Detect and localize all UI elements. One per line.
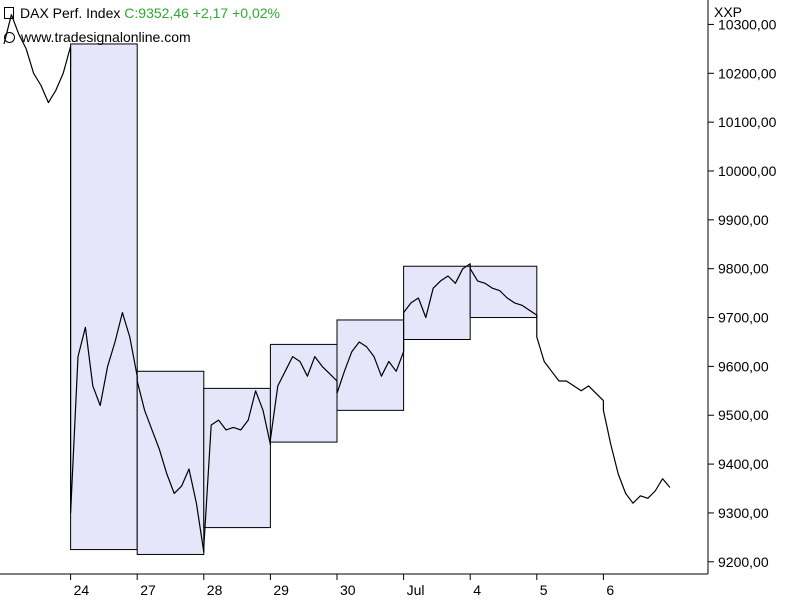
session-box-4 — [469, 265, 538, 319]
session-box-jul — [403, 265, 471, 341]
session-box-24 — [70, 43, 138, 551]
session-box-29 — [269, 343, 338, 443]
session-box-28 — [203, 387, 271, 529]
session-box-27 — [136, 370, 205, 555]
x-tick-label: Jul — [407, 582, 425, 598]
y-axis: 9200,00 9300,00 9400,00 9500,00 9600,00 9700,… — [708, 16, 777, 570]
symbol-label: XXP — [714, 4, 743, 20]
session-range-boxes — [70, 43, 538, 555]
chart-header: DAX Perf. Index C:9352,46 +2,17 +0,02% — [4, 4, 280, 22]
quote-text: C:9352,46 +2,17 +0,02% — [124, 5, 280, 21]
y-tick-label: 9700,00 — [718, 310, 769, 326]
y-tick-label: 10300,00 — [718, 16, 777, 32]
y-tick-label: 10100,00 — [718, 114, 777, 130]
website-link[interactable]: www.tradesignalonline.com — [4, 28, 191, 46]
globe-icon — [4, 32, 15, 43]
website-text: www.tradesignalonline.com — [21, 29, 191, 45]
y-tick-label: 9600,00 — [718, 358, 769, 374]
y-tick-label: 10200,00 — [718, 65, 777, 81]
x-tick-label: 4 — [473, 582, 481, 598]
y-tick-label: 9400,00 — [718, 456, 769, 472]
y-tick-label: 9200,00 — [718, 554, 769, 570]
y-tick-label: 9300,00 — [718, 505, 769, 521]
box-icon — [4, 7, 14, 19]
x-axis: 24 27 28 29 30 Jul 4 5 6 — [70, 574, 614, 598]
x-tick-label: 28 — [207, 582, 223, 598]
x-tick-label: 30 — [340, 582, 356, 598]
y-tick-label: 9500,00 — [718, 407, 769, 423]
y-tick-label: 9900,00 — [718, 212, 769, 228]
session-box-30 — [336, 319, 405, 411]
price-line — [3, 14, 671, 553]
x-tick-label: 29 — [273, 582, 289, 598]
instrument-name: DAX Perf. Index — [20, 5, 121, 21]
x-tick-label: 6 — [606, 582, 614, 598]
x-tick-label: 24 — [74, 582, 90, 598]
x-tick-label: 5 — [540, 582, 548, 598]
y-tick-label: 10000,00 — [718, 163, 777, 179]
x-tick-label: 27 — [140, 582, 156, 598]
y-tick-label: 9800,00 — [718, 261, 769, 277]
